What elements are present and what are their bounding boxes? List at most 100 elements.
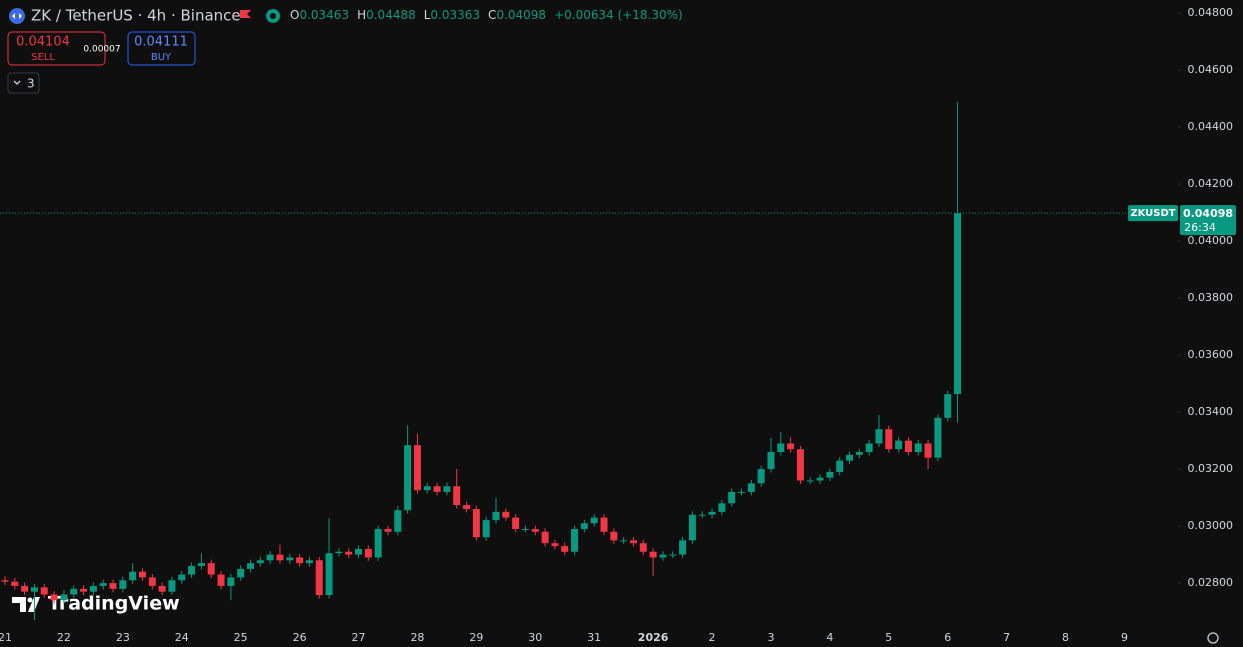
y-tick-label: 0.04800 xyxy=(1188,6,1234,19)
candle-body xyxy=(40,587,48,595)
y-tick-label: 0.04400 xyxy=(1188,120,1234,133)
candle-body xyxy=(482,520,490,538)
candle-body xyxy=(227,577,235,586)
x-tick-label: 5 xyxy=(885,631,892,644)
candle-body xyxy=(109,583,117,589)
x-tick-label: 7 xyxy=(1003,631,1010,644)
y-tick-label: 0.03600 xyxy=(1188,348,1234,361)
candle-body xyxy=(639,543,647,552)
ohlc-value: 0.04098 xyxy=(496,8,547,22)
x-tick-label: 23 xyxy=(116,631,130,644)
candle-body xyxy=(443,486,451,492)
candle-body xyxy=(846,454,854,461)
candle-body xyxy=(247,563,254,569)
candle-body xyxy=(688,514,696,541)
candle-body xyxy=(826,471,834,478)
x-tick-label: 25 xyxy=(234,631,248,644)
candle-body xyxy=(345,551,353,555)
ohlc-value: 0.03463 xyxy=(299,8,350,22)
candle-body xyxy=(30,587,38,592)
sell-price: 0.04104 xyxy=(16,35,70,50)
x-tick-label: 22 xyxy=(57,631,71,644)
candle-body xyxy=(590,517,598,524)
candle-body xyxy=(207,563,215,575)
x-tick-label: 21 xyxy=(0,631,12,644)
sell-button[interactable] xyxy=(7,31,106,66)
candle-body xyxy=(1,580,9,582)
x-tick-label: 26 xyxy=(293,631,307,644)
candle-body xyxy=(600,517,608,532)
candle-body xyxy=(875,429,883,444)
candle-body xyxy=(305,560,313,564)
candle-body xyxy=(80,588,88,592)
candle-body xyxy=(885,429,893,450)
chevron xyxy=(13,80,21,85)
candle-body xyxy=(148,577,156,586)
candle-body xyxy=(659,554,667,558)
candle-body xyxy=(767,452,775,470)
y-tick-label: 0.03400 xyxy=(1188,405,1234,418)
indicators-toggle[interactable] xyxy=(7,72,40,94)
flag-icon[interactable] xyxy=(240,10,251,18)
candle-body xyxy=(865,443,873,453)
candle-body xyxy=(335,551,343,554)
y-tick-label: 0.02800 xyxy=(1188,576,1234,589)
y-tick-label: 0.04000 xyxy=(1188,234,1234,247)
ohlc-item: C0.04098 xyxy=(488,8,546,22)
candle-body xyxy=(492,511,500,521)
ohlc-item: H0.04488 xyxy=(357,8,416,22)
price-tag xyxy=(1180,205,1236,236)
candle-body xyxy=(325,553,333,596)
candle-body xyxy=(512,517,520,529)
candle-body xyxy=(796,449,804,481)
candle-body xyxy=(217,574,225,586)
candle-body xyxy=(296,557,304,564)
candle-body xyxy=(60,594,68,601)
y-tick-label: 0.03000 xyxy=(1188,519,1234,532)
buy-button[interactable] xyxy=(127,31,196,66)
candle-body xyxy=(119,580,127,589)
y-tick-label: 0.04200 xyxy=(1188,177,1234,190)
ohlc-label: H xyxy=(357,8,367,22)
candle-body xyxy=(70,588,78,595)
candle-body xyxy=(777,443,785,453)
candle-body xyxy=(757,469,765,484)
x-tick-label: 8 xyxy=(1062,631,1069,644)
candle-body xyxy=(855,452,863,455)
candle-body xyxy=(747,483,755,492)
candle-body xyxy=(21,585,29,592)
candle-body xyxy=(11,581,19,586)
x-tick-label: 30 xyxy=(528,631,542,644)
ohlc-item: O0.03463 xyxy=(290,8,349,22)
candle-body xyxy=(924,443,932,458)
ohlc-label: L xyxy=(423,8,431,22)
candle-body xyxy=(669,554,677,556)
symbol-logo xyxy=(9,8,25,24)
settings-button[interactable] xyxy=(1207,632,1219,644)
candle-body xyxy=(472,509,480,538)
candle-body xyxy=(541,531,549,544)
candle-body xyxy=(256,560,264,564)
x-tick-label: 3 xyxy=(767,631,774,644)
candle-body xyxy=(787,443,795,450)
sell-label: SELL xyxy=(31,52,55,63)
candle-body xyxy=(404,445,412,511)
brand-logo-dot xyxy=(27,597,33,603)
x-tick-label: 9 xyxy=(1121,631,1128,644)
symbol-logo-mark xyxy=(12,13,22,19)
candle-body xyxy=(502,511,510,518)
ohlc-value: 0.04488 xyxy=(366,8,416,22)
price-tag-countdown: 26:34 xyxy=(1184,221,1216,234)
candle-body xyxy=(423,486,431,491)
x-tick-label: 29 xyxy=(469,631,483,644)
candle-body xyxy=(364,548,372,558)
candle-body xyxy=(374,528,382,558)
candle-body xyxy=(904,440,912,453)
candle-body xyxy=(914,443,922,453)
candle-body xyxy=(138,571,146,578)
candle-body xyxy=(453,486,461,506)
candle-body xyxy=(197,563,205,567)
price-tag-value: 0.04098 xyxy=(1183,207,1233,220)
